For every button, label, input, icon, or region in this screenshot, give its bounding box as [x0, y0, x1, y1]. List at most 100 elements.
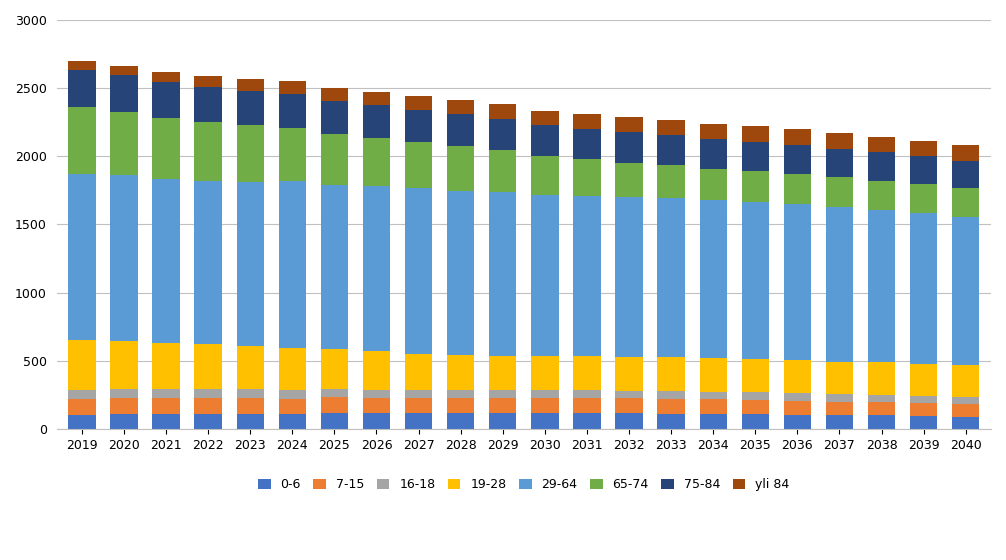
Bar — [363, 351, 390, 390]
Bar — [194, 122, 221, 181]
Bar — [111, 112, 138, 175]
Bar — [784, 144, 811, 174]
Bar — [68, 390, 96, 399]
Bar — [531, 413, 558, 429]
Bar — [910, 416, 938, 429]
Bar — [447, 413, 475, 429]
Bar — [784, 129, 811, 144]
Bar — [658, 391, 685, 399]
Bar — [363, 185, 390, 351]
Bar — [363, 390, 390, 398]
Bar — [573, 413, 601, 429]
Bar — [531, 156, 558, 195]
Bar — [616, 132, 643, 163]
Bar — [279, 414, 306, 429]
Bar — [658, 414, 685, 429]
Bar — [868, 210, 895, 362]
Bar — [826, 362, 853, 394]
Bar — [658, 136, 685, 165]
Bar — [68, 399, 96, 414]
Bar — [447, 191, 475, 355]
Bar — [68, 339, 96, 390]
Bar — [68, 70, 96, 107]
Bar — [321, 101, 348, 134]
Bar — [573, 114, 601, 129]
Bar — [868, 362, 895, 395]
Bar — [279, 128, 306, 181]
Bar — [111, 340, 138, 389]
Bar — [952, 365, 980, 397]
Bar — [784, 400, 811, 414]
Bar — [236, 389, 264, 398]
Bar — [910, 156, 938, 184]
Bar — [531, 125, 558, 156]
Bar — [573, 398, 601, 413]
Legend: 0-6, 7-15, 16-18, 19-28, 29-64, 65-74, 75-84, yli 84: 0-6, 7-15, 16-18, 19-28, 29-64, 65-74, 7… — [254, 473, 795, 496]
Bar — [616, 391, 643, 398]
Bar — [952, 217, 980, 365]
Bar — [404, 96, 433, 110]
Bar — [826, 178, 853, 207]
Bar — [489, 150, 516, 193]
Bar — [321, 349, 348, 389]
Bar — [447, 114, 475, 147]
Bar — [236, 125, 264, 182]
Bar — [279, 348, 306, 390]
Bar — [531, 111, 558, 125]
Bar — [573, 195, 601, 356]
Bar — [447, 100, 475, 114]
Bar — [531, 356, 558, 390]
Bar — [784, 174, 811, 204]
Bar — [658, 357, 685, 391]
Bar — [447, 147, 475, 191]
Bar — [910, 141, 938, 156]
Bar — [868, 416, 895, 429]
Bar — [910, 213, 938, 363]
Bar — [616, 197, 643, 357]
Bar — [784, 414, 811, 429]
Bar — [489, 193, 516, 356]
Bar — [489, 398, 516, 413]
Bar — [404, 413, 433, 429]
Bar — [111, 175, 138, 340]
Bar — [68, 107, 96, 174]
Bar — [531, 390, 558, 398]
Bar — [910, 363, 938, 396]
Bar — [699, 139, 727, 169]
Bar — [952, 144, 980, 161]
Bar — [784, 393, 811, 400]
Bar — [910, 396, 938, 403]
Bar — [404, 110, 433, 142]
Bar — [531, 398, 558, 413]
Bar — [279, 399, 306, 414]
Bar — [952, 161, 980, 188]
Bar — [321, 88, 348, 101]
Bar — [152, 414, 180, 429]
Bar — [152, 72, 180, 82]
Bar — [741, 400, 769, 414]
Bar — [321, 185, 348, 349]
Bar — [741, 127, 769, 142]
Bar — [489, 413, 516, 429]
Bar — [111, 398, 138, 414]
Bar — [868, 402, 895, 416]
Bar — [111, 389, 138, 398]
Bar — [363, 138, 390, 185]
Bar — [489, 356, 516, 390]
Bar — [447, 398, 475, 413]
Bar — [952, 404, 980, 417]
Bar — [279, 81, 306, 94]
Bar — [658, 120, 685, 136]
Bar — [236, 80, 264, 91]
Bar — [658, 198, 685, 357]
Bar — [826, 149, 853, 178]
Bar — [699, 399, 727, 414]
Bar — [447, 355, 475, 390]
Bar — [447, 390, 475, 398]
Bar — [152, 389, 180, 398]
Bar — [616, 163, 643, 197]
Bar — [952, 417, 980, 429]
Bar — [236, 346, 264, 389]
Bar — [741, 414, 769, 429]
Bar — [826, 415, 853, 429]
